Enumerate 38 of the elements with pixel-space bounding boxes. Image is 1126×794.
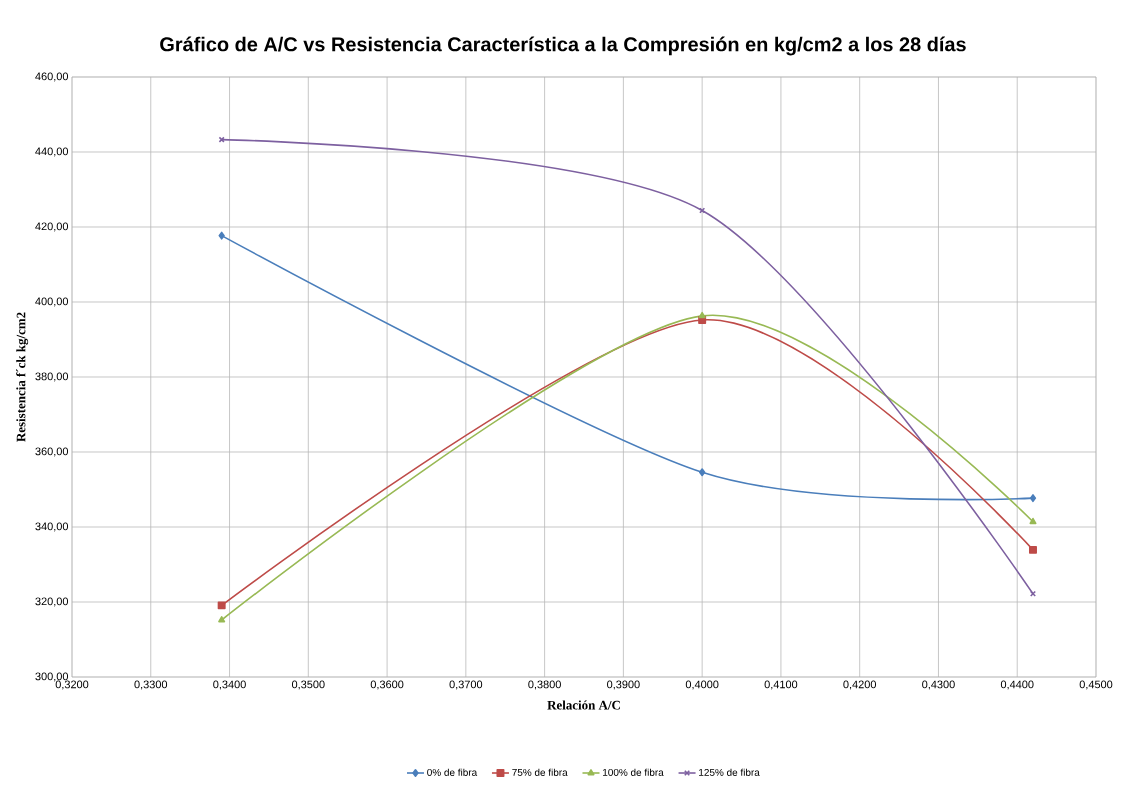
x-tick-label: 0,4000 [685, 680, 719, 690]
point [698, 468, 706, 477]
point [218, 616, 226, 623]
x-tick-label: 0,4100 [764, 680, 798, 690]
point [698, 311, 706, 319]
x-tick-label: 0,4300 [922, 680, 955, 690]
y-tick-label: 360,00 [35, 447, 69, 457]
y-tick-label: 400,00 [35, 297, 69, 307]
y-tick-label: 420,00 [35, 222, 69, 232]
legend-label: 125% de fibra [699, 768, 760, 776]
y-tick-label: 380,00 [35, 372, 69, 382]
x-tick-label: 0,4200 [843, 680, 877, 690]
y-tick-label: 320,00 [35, 597, 69, 607]
y-tick-label: 300,00 [35, 672, 69, 682]
x-tick-label: 0,3700 [449, 680, 483, 690]
point [1029, 494, 1037, 503]
x-tick-label: 0,3400 [213, 680, 246, 690]
point [218, 231, 225, 240]
x-tick-label: 0,4400 [1000, 680, 1034, 690]
x-tick-label: 0,3500 [291, 680, 325, 690]
chart-title: Gráfico de A/C vs Resistencia Característica a la Compresión en kg/cm2 a los 28 días [160, 36, 966, 56]
point [1029, 517, 1037, 525]
legend-label: 0% de fibra [427, 768, 478, 776]
x-tick-label: 0,3200 [55, 680, 89, 690]
x-tick-label: 0,3300 [134, 680, 168, 690]
legend-label: 100% de fibra [603, 768, 664, 776]
x-tick-label: 0,4500 [1079, 680, 1113, 690]
y-tick-label: 460,00 [35, 72, 69, 82]
y-axis-title: Resistencia f´ck kg/cm2 [16, 312, 29, 442]
x-axis-title: Relación A/C [547, 700, 620, 710]
x-tick-label: 0,3800 [528, 680, 561, 690]
point [1028, 545, 1037, 554]
x-tick-label: 0,3900 [607, 680, 640, 690]
x-tick-label: 0,3600 [370, 680, 404, 690]
y-tick-label: 340,00 [35, 522, 69, 532]
y-tick-label: 440,00 [35, 147, 69, 157]
legend-label: 75% de fibra [512, 768, 568, 776]
point [217, 601, 226, 610]
